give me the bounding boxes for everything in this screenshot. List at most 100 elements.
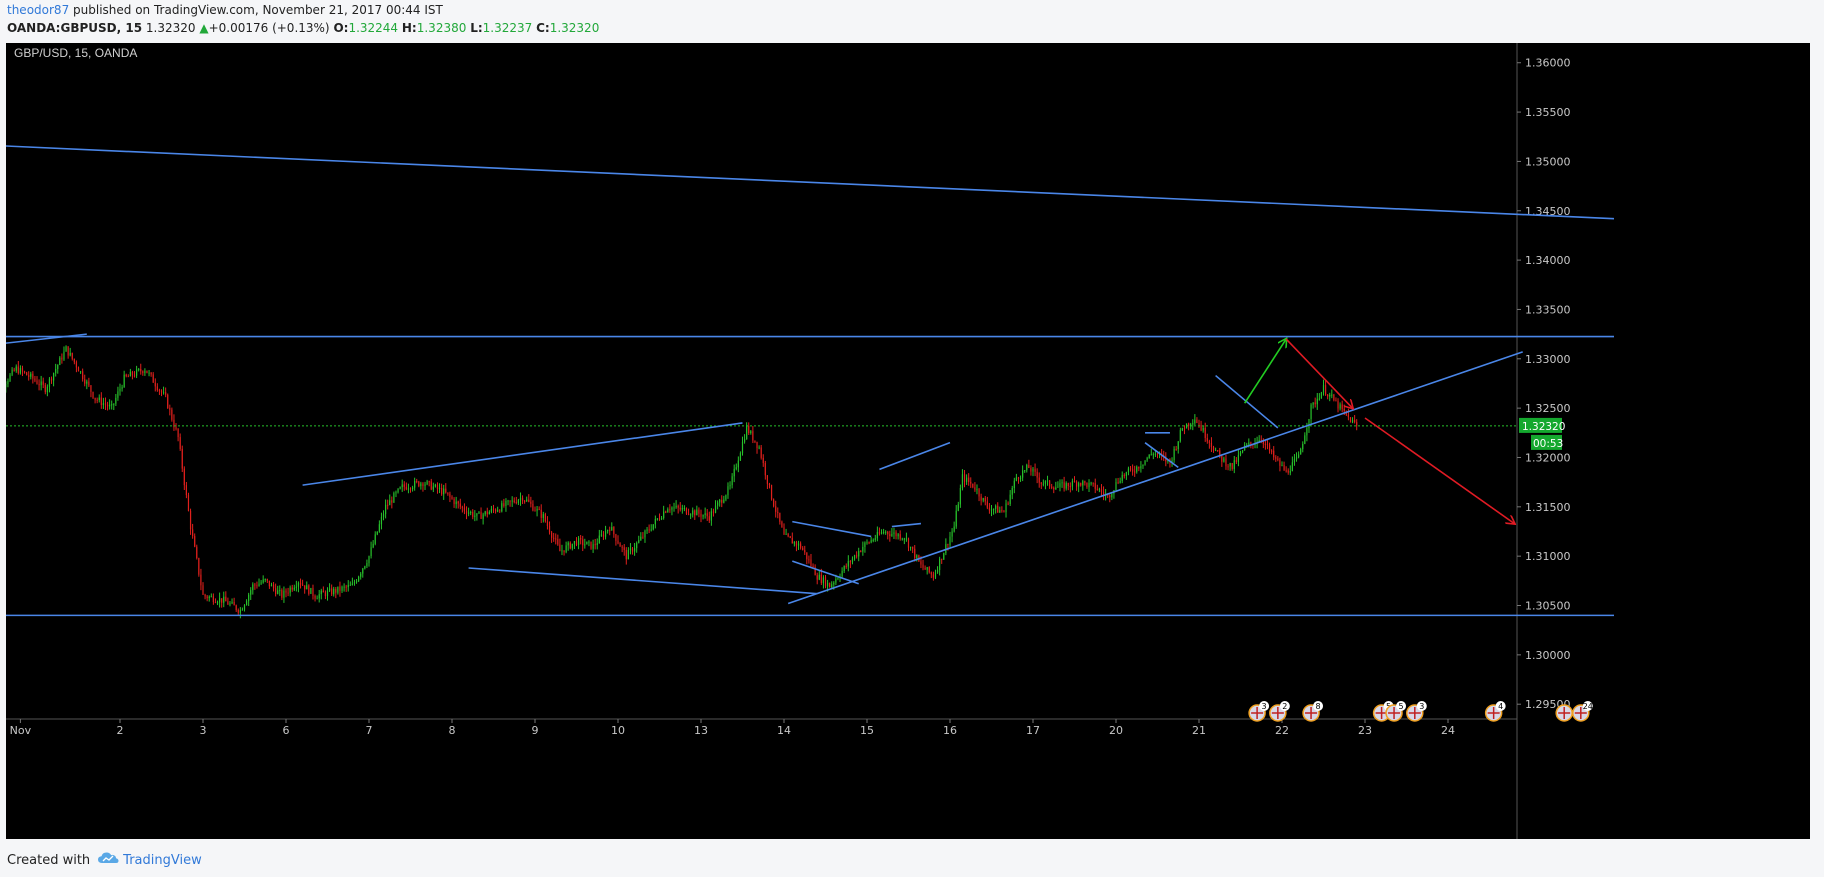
- trend-line: [1144, 442, 1179, 468]
- candle-body: [1273, 450, 1275, 458]
- candle-body: [627, 549, 629, 560]
- candle-body: [194, 536, 196, 547]
- candle-body: [934, 572, 937, 578]
- candle-body: [729, 485, 731, 487]
- candle-body: [36, 380, 38, 384]
- candle-body: [183, 468, 185, 486]
- candle-body: [1221, 455, 1223, 462]
- y-tick-label: 1.35500: [1525, 106, 1571, 119]
- candle-body: [1329, 394, 1331, 397]
- candle-body: [1171, 460, 1173, 463]
- candle-body: [1156, 453, 1159, 455]
- candle-body: [254, 584, 256, 586]
- candle-body: [551, 532, 553, 538]
- candle-body: [241, 609, 244, 611]
- candle-body: [113, 403, 115, 405]
- candle-body: [997, 505, 999, 513]
- candle-body: [517, 500, 519, 504]
- candle-body: [459, 503, 461, 507]
- candle-body: [177, 428, 179, 438]
- candle-body: [658, 518, 661, 520]
- candle-body: [1293, 458, 1296, 463]
- candle-body: [48, 378, 51, 387]
- candle-body: [818, 574, 820, 580]
- candle-body: [42, 381, 44, 385]
- event-count-badge: [1279, 701, 1290, 711]
- candle-body: [546, 521, 549, 526]
- candle-body: [652, 524, 654, 530]
- candle-body: [669, 509, 671, 511]
- candle-body: [739, 453, 742, 461]
- candle-body: [883, 531, 885, 533]
- last-price: 1.32320: [145, 21, 196, 35]
- candle-body: [1055, 487, 1057, 490]
- candle-body: [160, 390, 163, 393]
- chart-panel[interactable]: GBP/USD, 15, OANDA 1.36000 1.35500 1.35000 1…: [6, 43, 1810, 839]
- candle-body: [914, 548, 916, 558]
- candle-body: [436, 484, 439, 489]
- candle-body: [310, 588, 312, 594]
- candle-body: [343, 586, 345, 588]
- x-tick-label: 14: [777, 724, 791, 737]
- author-link[interactable]: theodor87: [7, 3, 70, 17]
- candle-body: [1046, 480, 1049, 482]
- candle-body: [1248, 442, 1250, 445]
- candle-body: [1308, 419, 1310, 429]
- candle-body: [1009, 494, 1011, 504]
- candle-body: [963, 474, 966, 482]
- trend-line: [302, 422, 743, 486]
- candle-body: [1200, 425, 1202, 431]
- candle-body: [287, 592, 289, 594]
- chart-title: GBP/USD, 15, OANDA: [14, 46, 137, 60]
- candle-body: [82, 371, 84, 380]
- candle-body: [816, 575, 818, 580]
- candle-body: [1264, 443, 1266, 445]
- event-count-label: 5: [1399, 702, 1404, 711]
- candle-body: [679, 507, 681, 510]
- candle-body: [169, 408, 171, 410]
- candle-body: [922, 564, 924, 568]
- candle-body: [428, 481, 430, 483]
- candle-body: [420, 483, 422, 487]
- published-text: published on TradingView.com, November 2…: [73, 3, 443, 17]
- candle-body: [1198, 423, 1200, 426]
- candle-body: [723, 499, 725, 503]
- candle-body: [793, 541, 795, 544]
- candle-body: [210, 596, 212, 598]
- tradingview-link[interactable]: TradingView: [123, 852, 202, 868]
- candle-body: [980, 496, 982, 501]
- candle-body: [1320, 392, 1323, 399]
- price-chart[interactable]: GBP/USD, 15, OANDA 1.36000 1.35500 1.35000 1…: [6, 43, 1810, 839]
- candle-body: [580, 538, 582, 540]
- candle-body: [663, 511, 665, 519]
- candle-body: [482, 514, 484, 519]
- candle-body: [92, 391, 94, 398]
- event-count-badge: [1582, 701, 1593, 711]
- candle-body: [67, 346, 69, 356]
- candle-body: [15, 366, 17, 371]
- candle-body: [1306, 428, 1308, 436]
- candle-body: [355, 581, 358, 583]
- candle-body: [806, 552, 808, 560]
- candle-body: [708, 516, 710, 521]
- candle-body: [1337, 400, 1339, 409]
- candle-body: [449, 493, 451, 497]
- candle-body: [55, 369, 57, 374]
- candle-body: [754, 440, 756, 442]
- candle-body: [351, 583, 353, 585]
- candle-body: [584, 544, 586, 546]
- trend-line: [792, 520, 872, 538]
- candle-body: [829, 582, 831, 588]
- x-tick-label: 8: [449, 724, 456, 737]
- candle-body: [32, 373, 34, 379]
- candle-body: [409, 488, 412, 490]
- candle-body: [125, 374, 127, 377]
- candle-body: [907, 538, 910, 548]
- candle-body: [497, 510, 499, 512]
- candle-body: [1175, 449, 1177, 451]
- candle-body: [144, 370, 146, 373]
- candle-body: [370, 547, 372, 557]
- candle-body: [972, 483, 974, 488]
- candle-body: [347, 585, 349, 588]
- candle-body: [94, 397, 96, 400]
